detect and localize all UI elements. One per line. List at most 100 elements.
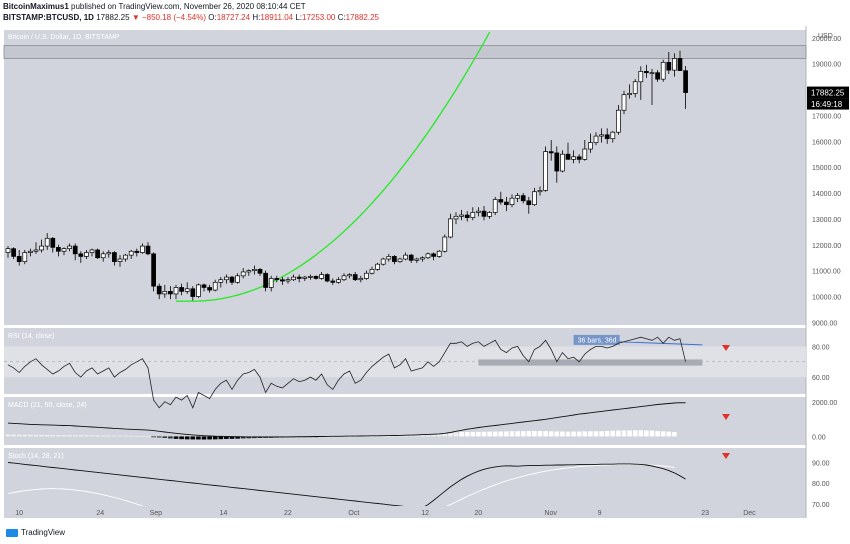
rsi-line (7, 336, 686, 409)
macd-histogram-bar (431, 434, 436, 437)
last-price-tag-label: 17882.25 (811, 89, 845, 98)
candle-body (453, 215, 459, 220)
macd-histogram-bar (11, 434, 16, 437)
macd-histogram-bar (123, 435, 128, 437)
candle-body (358, 278, 364, 281)
macd-histogram-bar (112, 435, 117, 437)
macd-histogram-bar (509, 431, 515, 437)
candle-body (184, 288, 190, 292)
time-tick-label: 14 (220, 510, 228, 517)
price-panel-title: Bitcoin / U.S. Dollar, 1D, BITSTAMP (8, 34, 120, 41)
time-tick-label: Sep (150, 510, 163, 517)
candle-body (414, 258, 420, 261)
macd-histogram-bar (672, 431, 677, 437)
candle-body (364, 272, 369, 279)
macd-histogram-bar (582, 431, 588, 437)
candle-body (683, 70, 688, 93)
candle-body (470, 212, 476, 218)
macd-histogram-bar (565, 431, 571, 437)
time-tick-label: Oct (348, 510, 359, 517)
macd-histogram-bar (39, 434, 44, 437)
macd-histogram-bar (481, 431, 487, 437)
candle-body (548, 151, 554, 154)
candle-body (375, 263, 380, 270)
candle-body (436, 250, 442, 257)
macd-histogram-bar (352, 436, 358, 437)
candle-body (11, 248, 16, 257)
candle-body (593, 135, 599, 143)
macd-histogram-bar (375, 436, 380, 437)
macd-histogram-bar (89, 435, 95, 437)
candle-body (660, 61, 666, 80)
macd-histogram-bar (156, 436, 162, 438)
candle-body (313, 276, 319, 279)
candle-body (145, 245, 151, 255)
candle-body (257, 269, 263, 274)
last-price-tag (807, 86, 849, 99)
candle-body (459, 214, 464, 217)
candle-body (515, 195, 520, 199)
macd-histogram-bar (386, 435, 392, 437)
candle-body (649, 72, 655, 75)
candle-body (616, 109, 621, 133)
candle-body (5, 248, 11, 253)
macd-histogram-bar (515, 431, 520, 437)
parabolic-support-curve (176, 31, 491, 302)
candle-body (117, 258, 123, 262)
panel-price (4, 30, 806, 325)
macd-histogram-bar (380, 435, 386, 437)
macd-histogram-bar (408, 435, 414, 437)
candle-body (280, 279, 285, 282)
author-name[interactable]: BitcoinMaximus1 (3, 2, 69, 11)
candle-body (61, 248, 67, 252)
price-tick-label: 16000.00 (812, 139, 841, 146)
macd-histogram-bar (548, 431, 554, 437)
price-tick-label: 11000.00 (812, 269, 841, 276)
last-price: 17882.25 (96, 13, 130, 22)
price-tick-label: 13000.00 (812, 217, 841, 224)
candle-body (291, 276, 296, 281)
candle-body (543, 151, 548, 191)
macd-histogram-bar (392, 435, 397, 437)
candle-body (632, 81, 638, 94)
candle-body (268, 278, 274, 288)
candle-body (492, 199, 498, 213)
candle-body (218, 279, 224, 283)
macd-histogram-bar (72, 435, 78, 437)
macd-histogram-bar (212, 436, 218, 440)
candle-body (274, 278, 280, 281)
candle-body (84, 252, 89, 257)
footer-brand[interactable]: TradingView (6, 528, 65, 537)
stoch-tick-label: 70.00 (812, 502, 830, 509)
macd-histogram-bar (16, 434, 22, 437)
candle-body (33, 249, 39, 252)
candle-body (173, 287, 179, 295)
macd-histogram-bar (78, 435, 84, 437)
macd-histogram-bar (173, 436, 179, 439)
macd-histogram-bar (436, 434, 442, 437)
macd-histogram-bar (610, 430, 616, 437)
macd-histogram-bar (644, 430, 649, 437)
time-tick-label: 24 (96, 510, 104, 517)
macd-histogram-bar (67, 435, 72, 437)
trading-chart[interactable]: 9000.00 10000.00 11000.00 12000.00 13000.00 1… (0, 26, 850, 526)
candle-body (380, 258, 386, 265)
symbol-line: BITSTAMP:BTCUSD, 1D 17882.25 ▼ −850.18 (… (3, 13, 379, 23)
macd-histogram-bar (145, 436, 151, 437)
candle-body (112, 252, 117, 262)
macd-histogram-bar (179, 436, 184, 440)
macd-histogram-bar (660, 431, 666, 437)
stoch-title: Stoch (14, 28, 21) (8, 453, 64, 460)
rsi-tick-label: 60.00 (812, 375, 830, 382)
macd-histogram-bar (487, 431, 492, 437)
macd-histogram-bar (190, 436, 196, 440)
candle-body (319, 274, 324, 279)
macd-histogram-bar (627, 430, 632, 437)
price-change: −850.18 (−4.54%) (141, 13, 207, 22)
candle-body (156, 285, 162, 295)
candle-body (123, 254, 128, 260)
candle-body (604, 134, 610, 140)
candle-body (369, 269, 375, 274)
candle-body (302, 276, 308, 279)
candle-body (481, 210, 487, 217)
